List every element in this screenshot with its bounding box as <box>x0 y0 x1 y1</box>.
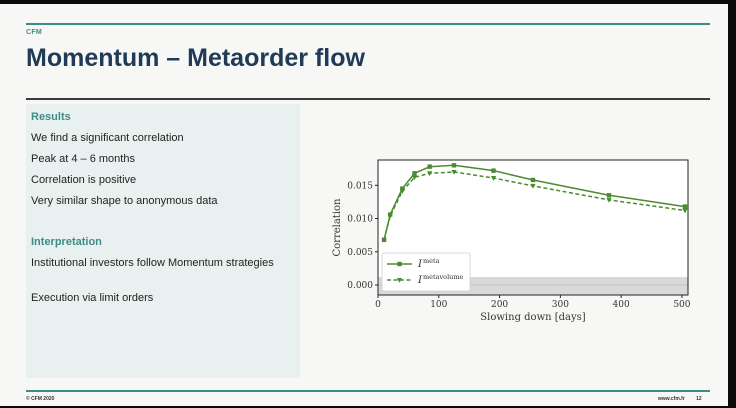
data-point-metavolume <box>451 169 457 175</box>
results-item: We find a significant correlation <box>31 132 184 144</box>
y-tick-label: 0.010 <box>347 215 373 225</box>
data-point-metavolume <box>490 175 497 181</box>
data-point-metavolume <box>606 197 612 203</box>
plot-frame <box>377 159 689 296</box>
y-tick-label: 0.000 <box>347 281 373 291</box>
legend-marker-metavolume <box>396 278 403 283</box>
data-point-meta <box>491 168 496 173</box>
results-item: Very similar shape to anonymous data <box>31 195 218 207</box>
results-heading: Results <box>31 111 71 123</box>
footer-copyright: © CFM 2020 <box>26 396 55 402</box>
title-divider <box>26 98 710 100</box>
chart-svg: 0 100 200 300 400 500 0.000 0.005 0.010 0.015 Slow… <box>332 159 691 323</box>
legend-marker-meta <box>397 261 402 267</box>
data-point-meta <box>427 164 432 169</box>
data-point-metavolume <box>411 175 418 181</box>
legend-label-metavolume: metavolume <box>423 273 464 281</box>
page-number: 12 <box>696 396 702 402</box>
data-point-meta <box>400 186 405 191</box>
x-tick-label: 100 <box>430 300 447 310</box>
footer-url[interactable]: www.cfm.fr <box>658 396 685 402</box>
data-point-meta <box>412 171 417 176</box>
series-line-metavolume <box>383 171 686 240</box>
data-point-metavolume <box>530 183 536 189</box>
x-tick-label: 0 <box>375 300 381 310</box>
x-tick-label: 500 <box>673 300 690 310</box>
x-tick-label: 300 <box>552 300 569 310</box>
footer-right: www.cfm.fr 12 <box>648 396 702 402</box>
correlation-chart: 0 100 200 300 400 500 0.000 0.005 0.010 0.015 Slow… <box>326 154 696 326</box>
x-axis-label: Slowing down [days] <box>480 312 585 323</box>
interpretation-heading: Interpretation <box>31 236 102 248</box>
y-axis-label: Correlation <box>332 198 343 257</box>
data-point-meta <box>606 193 612 198</box>
data-point-metavolume <box>399 189 405 195</box>
brand-label: CFM <box>26 29 43 36</box>
legend-box <box>381 252 471 292</box>
data-point-meta <box>530 177 536 183</box>
bottom-rule <box>26 390 710 392</box>
legend-label-meta: meta <box>423 257 440 265</box>
series-line-meta <box>383 164 686 240</box>
slide-title: Momentum – Metaorder flow <box>26 44 365 72</box>
legend-symbol: I <box>417 275 423 286</box>
data-point-meta <box>682 204 688 209</box>
data-point-metavolume <box>387 213 393 219</box>
interpretation-item: Execution via limit orders <box>31 292 154 304</box>
results-item: Peak at 4 – 6 months <box>31 153 135 165</box>
x-tick-label: 200 <box>491 300 508 310</box>
y-tick-label: 0.015 <box>347 181 373 191</box>
x-tick-label: 400 <box>613 300 630 310</box>
data-point-metavolume <box>427 171 433 177</box>
legend-symbol: I <box>417 259 423 270</box>
data-point-metavolume <box>682 208 688 214</box>
y-tick-label: 0.005 <box>347 248 373 258</box>
interpretation-item: Institutional investors follow Momentum … <box>31 257 274 269</box>
text-panel: Results We find a significant correlatio… <box>26 104 300 378</box>
data-point-meta <box>451 163 457 168</box>
slide: CFM Momentum – Metaorder flow Results We… <box>0 4 728 406</box>
results-item: Correlation is positive <box>31 174 137 186</box>
data-point-metavolume <box>381 237 387 243</box>
top-rule <box>26 23 710 25</box>
